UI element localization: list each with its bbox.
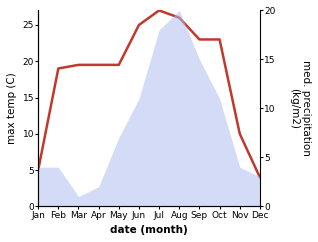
X-axis label: date (month): date (month) [110,225,188,235]
Y-axis label: max temp (C): max temp (C) [7,73,17,144]
Y-axis label: med. precipitation
(kg/m2): med. precipitation (kg/m2) [289,60,311,156]
